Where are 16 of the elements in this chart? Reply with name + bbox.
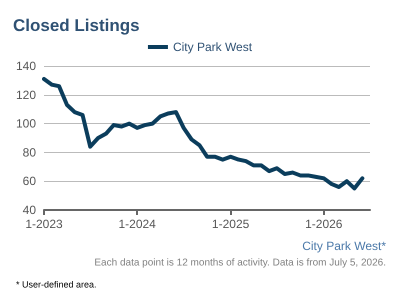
legend-label: City Park West [172, 40, 253, 54]
x-tick-label: 1-2025 [212, 217, 250, 231]
y-tick-label: 60 [22, 174, 36, 188]
text: Each data point is 12 months of activity. Data is from July 5, 2026. [94, 258, 386, 268]
x-tick-label: 1-2023 [25, 217, 64, 231]
x-tick-label: 1-2024 [118, 217, 156, 231]
y-tick-label: 140 [16, 59, 36, 73]
chart-title: Closed Listings [13, 16, 140, 35]
text: * User-defined area. [16, 280, 97, 290]
line-series [42, 76, 364, 190]
x-tick-label: 1-2026 [305, 217, 343, 231]
y-tick-label: 40 [22, 203, 36, 217]
text: City Park West* [302, 239, 386, 253]
y-tick-label: 80 [22, 145, 36, 160]
y-tick-label: 100 [16, 116, 36, 131]
y-tick-label: 120 [16, 88, 36, 102]
